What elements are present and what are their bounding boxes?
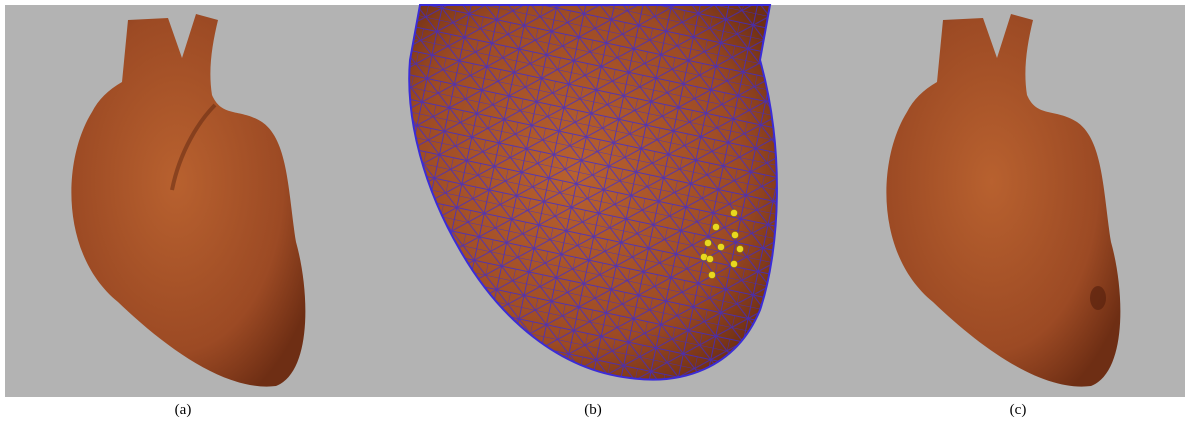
caption: (c): [1010, 402, 1027, 418]
page: {"panels": [{"caption": "(a)"}, {"captio…: [0, 0, 1190, 424]
caption: (a): [175, 402, 192, 418]
figure: (a) (b) (c): [0, 0, 1190, 424]
caption: (b): [584, 402, 602, 418]
lesion: [1090, 286, 1106, 310]
